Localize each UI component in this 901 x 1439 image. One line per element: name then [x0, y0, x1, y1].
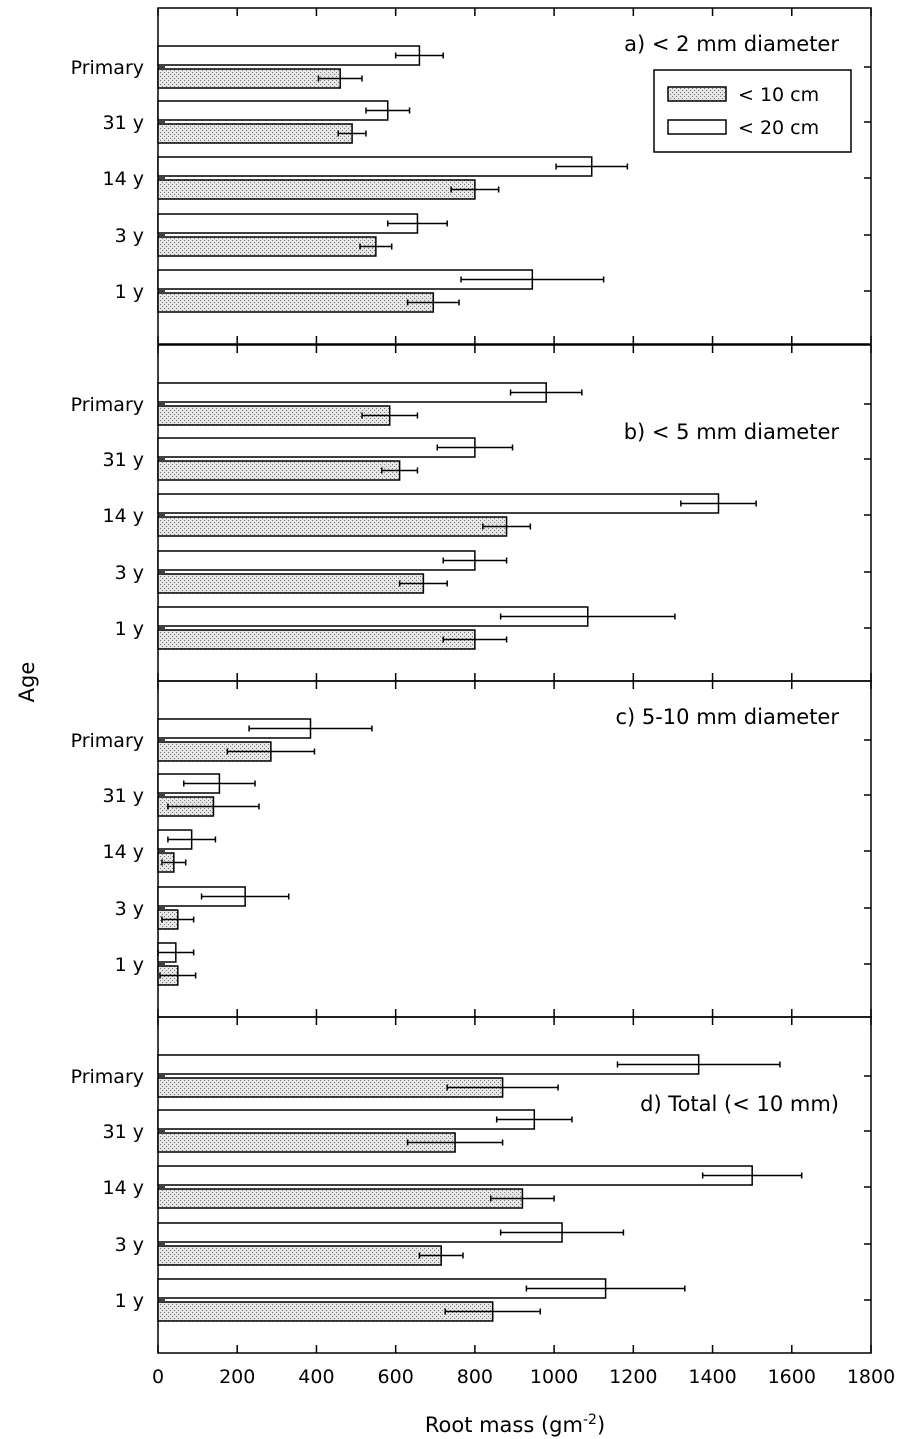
panel-1: Primary 31 y 14 y 3 y 1 y b) < 5 mm diameter	[71, 344, 872, 682]
x-tick-label: 400	[298, 1366, 334, 1388]
category-label: Primary	[71, 730, 144, 752]
bar-20cm	[157, 1165, 753, 1186]
x-axis-title-superscript: -2	[583, 1412, 597, 1428]
bar-20cm	[157, 493, 720, 514]
category-label: 1 y	[115, 281, 144, 303]
category-label: Primary	[71, 394, 144, 416]
bar-10cm	[157, 1188, 524, 1209]
bar-10cm	[157, 573, 425, 594]
panel-label: b) < 5 mm diameter	[624, 420, 840, 444]
bar-20cm	[157, 550, 476, 571]
x-tick-label: 0	[152, 1366, 164, 1388]
x-axis-layer: 0 200 400 600 800 1000 1200 1400 1600 1800	[152, 1366, 895, 1388]
legend-box	[653, 69, 852, 153]
category-label: 1 y	[115, 618, 144, 640]
category-label: 1 y	[115, 1290, 144, 1312]
panel-3: Primary 31 y 14 y 3 y 1 y d) Total (< 10 mm)	[71, 1016, 872, 1354]
bar-20cm	[157, 45, 421, 66]
category-label: 3 y	[115, 898, 144, 920]
legend: < 10 cm < 20 cm	[653, 69, 852, 153]
bar-10cm	[157, 179, 476, 200]
bar-20cm	[157, 213, 419, 234]
bar-20cm	[157, 100, 389, 121]
panel-0: Primary 31 y 14 y 3 y 1 y a) < 2 mm diameter	[71, 7, 872, 345]
bar-10cm	[157, 236, 377, 257]
bar-10cm	[157, 292, 435, 313]
bar-10cm	[157, 123, 353, 144]
panel-2: Primary 31 y 14 y 3 y 1 y c) 5-10 mm diameter	[71, 680, 872, 1018]
bar-10cm	[157, 405, 391, 426]
x-tick-label: 800	[457, 1366, 493, 1388]
category-label: 3 y	[115, 562, 144, 584]
category-label: Primary	[71, 1066, 144, 1088]
category-label: 31 y	[103, 785, 144, 807]
panel-label: a) < 2 mm diameter	[624, 32, 839, 56]
category-label: 3 y	[115, 1234, 144, 1256]
category-label: 1 y	[115, 954, 144, 976]
legend-swatch-stippled	[667, 86, 727, 102]
x-tick-label: 600	[378, 1366, 414, 1388]
x-tick-label: 1200	[609, 1366, 657, 1388]
bar-20cm	[157, 156, 593, 177]
bar-10cm	[157, 516, 508, 537]
x-tick-label: 1800	[847, 1366, 895, 1388]
x-tick-label: 1400	[688, 1366, 736, 1388]
x-axis-title-suffix: )	[597, 1413, 605, 1437]
category-label: 31 y	[103, 449, 144, 471]
category-label: 3 y	[115, 225, 144, 247]
panel-label: c) 5-10 mm diameter	[615, 705, 839, 729]
bar-20cm	[157, 382, 547, 403]
category-label: 14 y	[103, 841, 144, 863]
category-label: 31 y	[103, 112, 144, 134]
legend-label-0: < 10 cm	[738, 84, 819, 106]
bar-10cm	[157, 1301, 494, 1322]
category-label: 14 y	[103, 505, 144, 527]
bar-10cm	[157, 68, 341, 89]
legend-swatch-white	[667, 119, 727, 135]
bar-20cm	[157, 1109, 536, 1130]
bar-10cm	[157, 629, 476, 650]
bar-20cm	[157, 437, 476, 458]
legend-label-1: < 20 cm	[738, 117, 819, 139]
x-axis-title-main: Root mass (gm	[425, 1413, 583, 1437]
x-axis-title: Root mass (gm-2)	[425, 1412, 605, 1437]
bar-10cm	[157, 460, 401, 481]
panel-label: d) Total (< 10 mm)	[640, 1092, 839, 1116]
x-tick-label: 200	[219, 1366, 255, 1388]
bar-10cm	[157, 1245, 442, 1266]
category-label: 31 y	[103, 1121, 144, 1143]
x-tick-label: 1600	[768, 1366, 816, 1388]
x-tick-label: 1000	[530, 1366, 578, 1388]
y-axis-title: Age	[15, 662, 39, 703]
category-label: Primary	[71, 57, 144, 79]
category-label: 14 y	[103, 168, 144, 190]
category-label: 14 y	[103, 1177, 144, 1199]
